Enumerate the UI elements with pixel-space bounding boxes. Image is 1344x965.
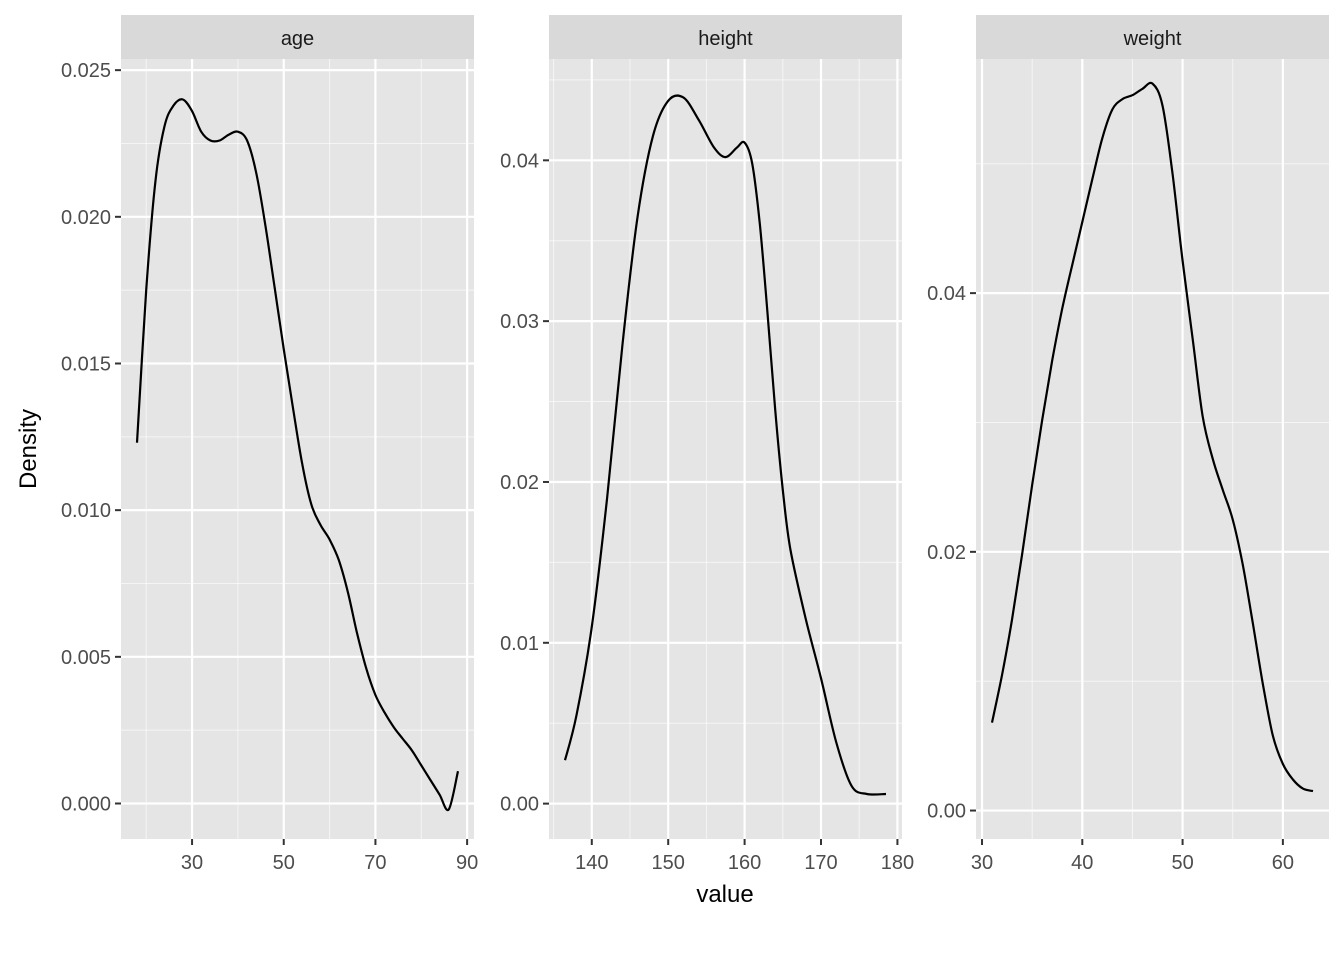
y-tick-label: 0.02 bbox=[500, 472, 539, 494]
strip-height bbox=[549, 15, 902, 59]
y-tick-label: 0.04 bbox=[500, 150, 539, 172]
y-tick-label: 0.00 bbox=[500, 794, 539, 816]
x-tick-label: 40 bbox=[1071, 852, 1093, 874]
y-tick-label: 0.020 bbox=[61, 207, 111, 229]
strip-label-weight: weight bbox=[1123, 28, 1182, 50]
x-tick-label: 170 bbox=[804, 852, 837, 874]
x-tick-label: 160 bbox=[728, 852, 761, 874]
strip-weight bbox=[976, 15, 1329, 59]
x-tick-label: 60 bbox=[1272, 852, 1294, 874]
x-tick-label: 50 bbox=[273, 852, 295, 874]
panel-height: height 140 150 160 170 180 0.00 0.01 0.02 0.03 0.0… bbox=[500, 15, 914, 874]
panel-background-age bbox=[121, 59, 474, 839]
y-axis-title: Density bbox=[15, 409, 42, 489]
y-tick-label: 0.04 bbox=[927, 283, 966, 305]
x-tick-label: 50 bbox=[1171, 852, 1193, 874]
density-line-weight bbox=[990, 81, 1314, 793]
x-tick-label: 30 bbox=[971, 852, 993, 874]
y-tick-label: 0.025 bbox=[61, 60, 111, 82]
x-tick-label: 70 bbox=[364, 852, 386, 874]
y-tick-label: 0.015 bbox=[61, 353, 111, 375]
strip-age bbox=[121, 15, 474, 59]
x-tick-label: 90 bbox=[456, 852, 478, 874]
x-axis-title: value bbox=[696, 881, 753, 908]
strip-label-height: height bbox=[698, 28, 753, 50]
x-tick-label: 150 bbox=[652, 852, 685, 874]
panel-weight: weight 30 40 50 60 0.00 0.02 0.04 bbox=[927, 15, 1329, 874]
x-tick-label: 180 bbox=[881, 852, 914, 874]
density-line-height bbox=[563, 94, 887, 796]
panel-age: age 30 50 70 90 0.000 0.005 0.010 0.015 0.020 0.02… bbox=[61, 15, 478, 874]
y-tick-label: 0.00 bbox=[927, 801, 966, 823]
density-line-age bbox=[135, 98, 460, 812]
x-tick-label: 140 bbox=[575, 852, 608, 874]
y-tick-label: 0.01 bbox=[500, 633, 539, 655]
y-tick-label: 0.03 bbox=[500, 311, 539, 333]
y-tick-label: 0.010 bbox=[61, 500, 111, 522]
panel-background-weight bbox=[976, 59, 1329, 839]
panels-layer: age 30 50 70 90 0.000 0.005 0.010 0.015 0.020 0.02… bbox=[61, 15, 1329, 874]
y-tick-label: 0.02 bbox=[927, 542, 966, 564]
strip-label-age: age bbox=[281, 28, 314, 50]
panel-background-height bbox=[549, 59, 902, 839]
y-tick-label: 0.000 bbox=[61, 794, 111, 816]
y-tick-label: 0.005 bbox=[61, 647, 111, 669]
x-tick-label: 30 bbox=[181, 852, 203, 874]
